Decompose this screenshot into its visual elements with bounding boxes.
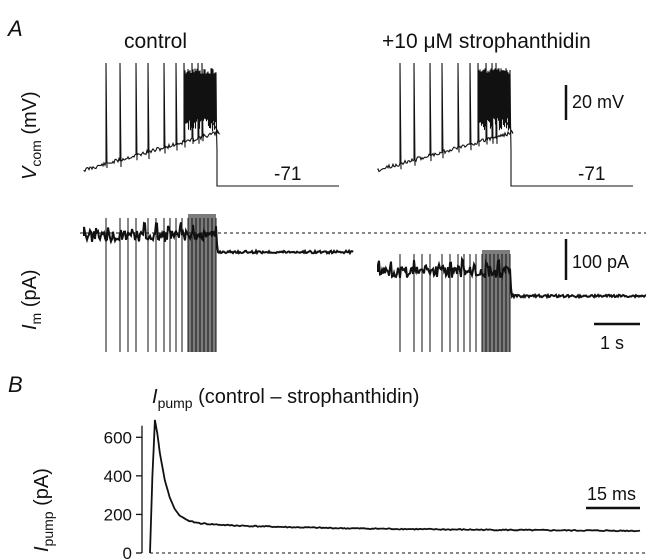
time-scale-label-b: 15 ms <box>587 484 636 504</box>
vcom-waveform <box>83 62 339 187</box>
im-trace-control <box>83 214 354 352</box>
ipump-trace <box>149 419 641 554</box>
im-label-unit: (pA) <box>19 269 41 312</box>
ipump-y-tick-label: 0 <box>123 544 132 560</box>
current-scale-label: 100 pA <box>572 252 629 272</box>
im-label-sub: m <box>28 313 44 325</box>
im-trace-strophanthidin <box>377 250 646 352</box>
ipump-y-tick-label: 200 <box>104 505 132 524</box>
ipump-y-tick-label: 600 <box>104 428 132 447</box>
vcom-label-main: V <box>19 165 41 180</box>
voltage-scale-label: 20 mV <box>572 92 624 112</box>
im-axis-label: Im (pA) <box>19 269 44 330</box>
vcom-waveform <box>377 62 633 187</box>
vcom-label-sub: com <box>28 140 44 166</box>
column-title-strophanthidin: +10 μM strophanthidin <box>382 30 591 53</box>
time-scale-label-a: 1 s <box>600 333 624 353</box>
im-label-main: I <box>19 324 41 330</box>
panel-a-letter: A <box>6 16 23 41</box>
panel-b-letter: B <box>8 372 23 397</box>
ipump-axis-label: Ipump (pA) <box>31 468 56 552</box>
vcom-axis-label: Vcom (mV) <box>19 91 44 180</box>
vcom-label-unit: (mV) <box>19 91 41 140</box>
panel-b-title: Ipump (control – strophanthidin) <box>152 386 419 411</box>
ipump-waveform <box>149 419 641 554</box>
vcom-trace-strophanthidin <box>377 62 633 187</box>
panel-b-title-rest: (control – strophanthidin) <box>193 386 420 408</box>
im-burst <box>482 250 510 352</box>
ipump-axis: 0 200 400 600 <box>104 425 143 560</box>
vcom-trace-control <box>83 62 339 187</box>
holding-potential-label-strophanthidin: -71 <box>578 164 605 185</box>
panel-b-title-main: I <box>152 386 158 408</box>
holding-potential-label-control: -71 <box>274 164 301 185</box>
panel-b-title-sub: pump <box>158 395 193 411</box>
im-burst <box>188 214 216 352</box>
ipump-label-unit: (pA) <box>31 468 53 511</box>
ipump-label-sub: pump <box>40 511 56 546</box>
ipump-y-tick-label: 400 <box>104 467 132 486</box>
column-title-control: control <box>124 30 187 53</box>
ipump-label-main: I <box>31 546 53 552</box>
im-waveform <box>83 221 354 256</box>
